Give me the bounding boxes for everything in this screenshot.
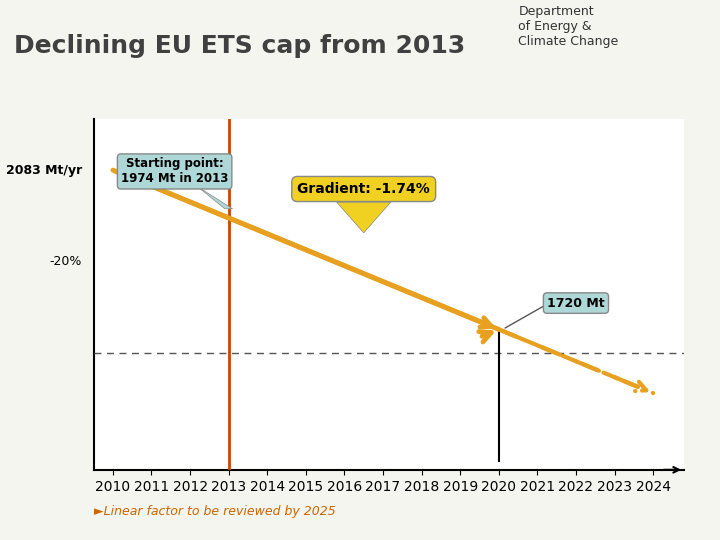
Text: 1720 Mt: 1720 Mt <box>547 296 605 309</box>
Text: ►Linear factor to be reviewed by 2025: ►Linear factor to be reviewed by 2025 <box>94 505 336 518</box>
Text: 2083 Mt/yr: 2083 Mt/yr <box>6 164 82 177</box>
Text: Gradient: -1.74%: Gradient: -1.74% <box>297 182 430 196</box>
Text: Department
of Energy &
Climate Change: Department of Energy & Climate Change <box>518 5 618 48</box>
Polygon shape <box>198 187 233 209</box>
Polygon shape <box>337 202 391 233</box>
Text: -20%: -20% <box>50 255 82 268</box>
Text: Starting point:
1974 Mt in 2013: Starting point: 1974 Mt in 2013 <box>121 158 228 185</box>
Text: Declining EU ETS cap from 2013: Declining EU ETS cap from 2013 <box>14 34 466 58</box>
